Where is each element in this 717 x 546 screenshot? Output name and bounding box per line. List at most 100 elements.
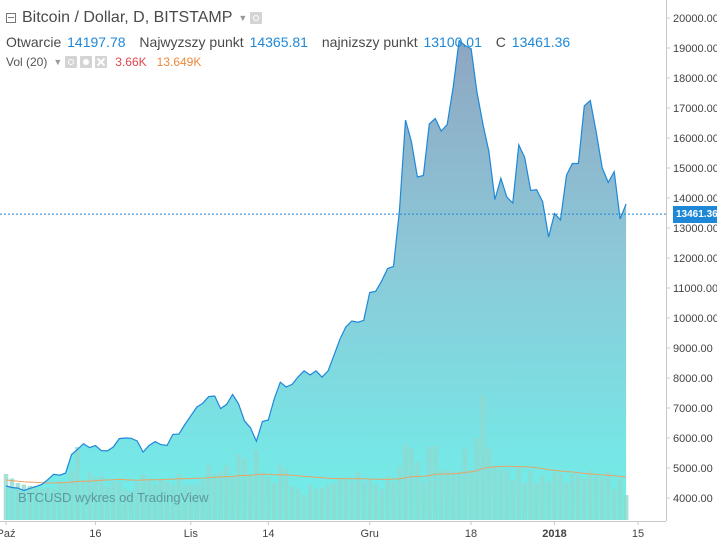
x-tick-label: 18 (465, 528, 477, 540)
volume-bar (75, 447, 80, 520)
volume-bar (254, 450, 259, 520)
open-label: Otwarcie (6, 34, 62, 50)
volume-bar (188, 484, 194, 520)
collapse-icon[interactable] (6, 13, 16, 23)
eye-icon[interactable] (250, 12, 263, 24)
y-tick-label: 11000.00 (673, 283, 717, 295)
x-tick-label: Lis (184, 528, 199, 540)
volume-bar (582, 478, 587, 520)
symbol-title[interactable]: Bitcoin / Dollar, D, BITSTAMP (22, 9, 233, 26)
volume-bar (325, 484, 331, 520)
volume-bar (230, 475, 235, 520)
volume-bar (516, 466, 522, 520)
volume-bar (128, 490, 134, 520)
x-tick-label: 2018 (542, 528, 566, 540)
volume-bar (39, 489, 45, 520)
y-tick-label: 12000.00 (673, 253, 717, 265)
volume-bar (105, 486, 110, 520)
volume-bar (158, 480, 164, 520)
volume-bar (134, 483, 140, 520)
dropdown-caret-icon[interactable]: ▼ (238, 13, 248, 23)
y-tick-label: 14000.00 (673, 193, 717, 205)
high-label: Najwyzszy punkt (139, 34, 244, 50)
volume-bar (218, 471, 223, 520)
x-tick-label: 16 (89, 528, 101, 540)
close-value: 13461.36 (511, 34, 571, 50)
close-icon[interactable] (95, 56, 108, 68)
volume-bar (403, 444, 408, 520)
volume-bar (486, 448, 492, 520)
volume-bar (3, 474, 9, 520)
volume-bar (194, 484, 200, 520)
symbol-header[interactable]: Bitcoin / Dollar, D, BITSTAMP ▼ (6, 9, 263, 27)
volume-bar (438, 469, 444, 520)
volume-bar (295, 489, 301, 520)
volume-value: 3.66K (115, 55, 147, 69)
volume-bar (307, 484, 313, 520)
volume-bar (588, 469, 593, 520)
x-tick-label: 14 (262, 528, 274, 540)
volume-bar (468, 469, 474, 520)
volume-bar (93, 477, 98, 520)
volume-dropdown-caret-icon[interactable]: ▼ (53, 57, 63, 67)
volume-legend[interactable]: Vol (20) ▼ 3.66K 13.649K (6, 55, 201, 69)
y-tick-label: 18000.00 (673, 73, 717, 85)
volume-bar (564, 483, 569, 520)
volume-bar (289, 486, 295, 520)
volume-bar (361, 481, 366, 520)
volume-eye-icon[interactable] (65, 56, 78, 68)
y-tick-label: 17000.00 (673, 103, 717, 115)
volume-bar (319, 487, 325, 520)
volume-bar (170, 484, 176, 520)
ohlc-legend: Otwarcie 14197.78 Najwyzszy punkt 14365.… (6, 34, 580, 50)
volume-bar (122, 489, 128, 520)
volume-bar (391, 481, 396, 520)
volume-bar (433, 445, 438, 520)
y-tick-label: 9000.00 (673, 343, 713, 355)
volume-ma-line (5, 465, 627, 484)
volume-bar (200, 480, 206, 520)
volume-bar (427, 447, 432, 520)
volume-bar (57, 481, 62, 520)
volume-bar (248, 475, 253, 520)
volume-bar (528, 471, 533, 520)
close-label: C (495, 34, 506, 50)
volume-bar (27, 486, 33, 520)
settings-icon[interactable] (80, 56, 93, 68)
y-tick-label: 13000.00 (673, 223, 717, 235)
price-line (5, 39, 627, 492)
volume-bar (522, 483, 527, 520)
volume-bar (534, 483, 539, 520)
low-label: najnizszy punkt (321, 34, 418, 50)
volume-bar (385, 475, 390, 520)
high-value: 14365.81 (249, 34, 308, 50)
volume-bar (421, 481, 426, 520)
volume-bar (349, 481, 355, 520)
volume-bar (415, 462, 420, 520)
volume-bar (331, 483, 337, 520)
volume-bar (15, 483, 21, 520)
volume-bar (444, 469, 450, 520)
volume-bar (456, 471, 462, 520)
volume-ma-value: 13.649K (156, 55, 202, 69)
volume-bar (212, 474, 217, 520)
volume-bar (546, 481, 551, 520)
y-tick-label: 4000.00 (673, 493, 713, 505)
volume-bar (492, 466, 498, 520)
y-tick-label: 15000.00 (673, 163, 717, 175)
y-tick-label: 7000.00 (673, 403, 713, 415)
volume-bar (45, 487, 50, 520)
volume-bar (337, 478, 343, 520)
volume-bar (313, 489, 319, 520)
volume-label[interactable]: Vol (20) (6, 55, 48, 69)
y-tick-label: 6000.00 (673, 433, 713, 445)
volume-bar (379, 489, 384, 520)
y-tick-label: 20000.00 (673, 13, 717, 25)
volume-bar (480, 394, 486, 520)
volume-bar (152, 484, 158, 520)
y-tick-label: 8000.00 (673, 373, 713, 385)
last-price-badge: 13461.36 (673, 206, 717, 223)
volume-bar (540, 475, 545, 520)
volume-bar (558, 474, 563, 520)
